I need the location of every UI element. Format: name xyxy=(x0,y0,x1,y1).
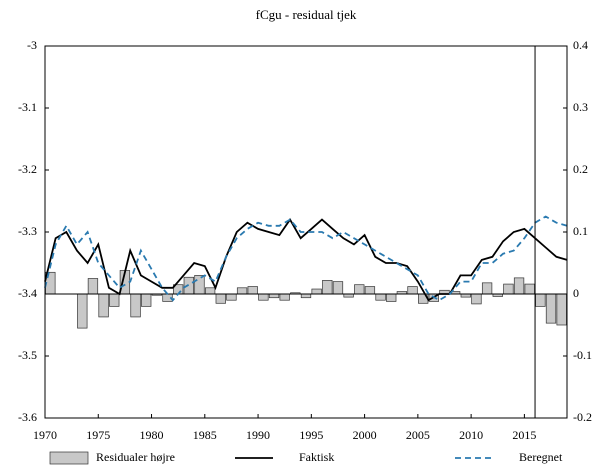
residual-bar xyxy=(513,277,525,295)
y-tick-label: -3.5 xyxy=(18,348,37,362)
residual-bar xyxy=(141,293,152,307)
residual-bar xyxy=(322,280,333,295)
x-tick-label: 2010 xyxy=(459,428,483,442)
residual-bar xyxy=(130,293,141,318)
y2-tick-label: 0 xyxy=(573,286,579,300)
x-tick-label: 1970 xyxy=(33,428,57,442)
residual-bar xyxy=(300,293,312,299)
legend-label: Beregnet xyxy=(519,450,563,464)
y-tick-label: -3.6 xyxy=(18,410,37,424)
legend-label: Faktisk xyxy=(299,450,334,464)
residual-bar xyxy=(364,286,376,295)
residual-bar xyxy=(236,287,248,295)
chart-title: fCgu - residual tjek xyxy=(256,7,357,22)
residual-bar xyxy=(524,283,535,295)
x-tick-label: 1990 xyxy=(246,428,270,442)
residual-bar xyxy=(481,282,493,295)
residual-bar xyxy=(279,293,290,301)
x-tick-label: 1985 xyxy=(193,428,217,442)
x-tick-label: 1995 xyxy=(299,428,323,442)
faktisk-line xyxy=(44,217,568,302)
residual-bar xyxy=(194,275,205,295)
residual-bar xyxy=(247,286,258,295)
residual-bar xyxy=(226,293,237,301)
residual-bar xyxy=(268,293,280,299)
y2-tick-label: 0.4 xyxy=(573,38,588,52)
y2-tick-label: 0.2 xyxy=(573,162,588,176)
residual-bar xyxy=(98,293,109,318)
beregnet-line xyxy=(44,215,568,302)
residual-bar xyxy=(354,284,365,295)
residual-bar xyxy=(375,293,386,301)
y2-tick-label: 0.3 xyxy=(573,100,588,114)
residual-bar xyxy=(109,293,120,307)
residual-bar xyxy=(545,293,557,324)
x-tick-label: 2015 xyxy=(512,428,536,442)
y2-tick-label: -0.1 xyxy=(573,348,592,362)
residual-bar xyxy=(204,287,216,295)
y2-tick-label: -0.2 xyxy=(573,410,592,424)
y-tick-label: -3.4 xyxy=(18,286,37,300)
x-tick-label: 1975 xyxy=(86,428,110,442)
residual-bar xyxy=(503,283,514,295)
y2-tick-label: 0.1 xyxy=(573,224,588,238)
plot-frame xyxy=(44,45,568,419)
residual-bar xyxy=(471,293,482,305)
y-tick-label: -3.3 xyxy=(18,224,37,238)
residual-bar xyxy=(407,286,418,295)
legend-swatch xyxy=(49,451,89,465)
x-tick-label: 2005 xyxy=(406,428,430,442)
residual-bar xyxy=(332,281,344,295)
y-tick-label: -3.2 xyxy=(18,162,37,176)
residual-bar xyxy=(556,293,567,326)
y-tick-label: -3 xyxy=(27,38,37,52)
residual-bar xyxy=(535,293,546,307)
residual-bar xyxy=(311,288,322,295)
residual-bar xyxy=(77,293,88,329)
y-tick-label: -3.1 xyxy=(18,100,37,114)
residual-bar xyxy=(215,293,226,304)
x-tick-label: 2000 xyxy=(353,428,377,442)
x-tick-label: 1980 xyxy=(140,428,164,442)
residual-bar xyxy=(386,293,397,302)
residual-bar xyxy=(258,293,269,301)
legend-label: Residualer højre xyxy=(96,450,175,464)
residual-bar xyxy=(87,278,99,295)
